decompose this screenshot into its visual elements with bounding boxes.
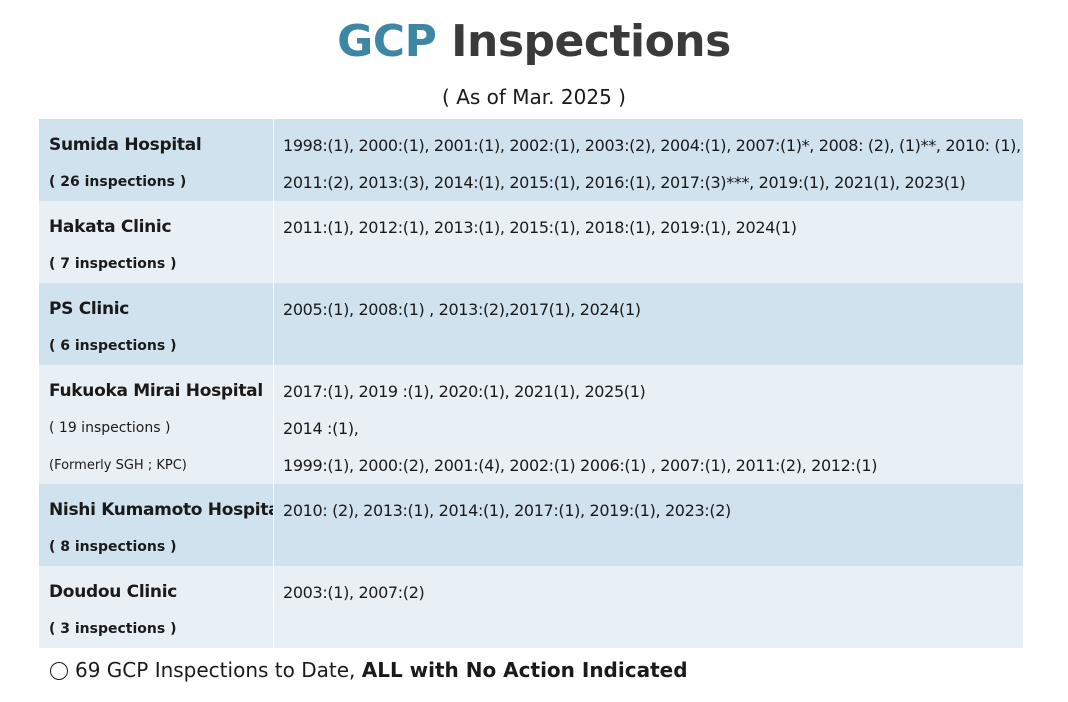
title-accent: GCP: [337, 16, 437, 67]
site-cell: Fukuoka Mirai Hospital ( 19 inspections …: [39, 365, 274, 484]
years-cell: 2011:(1), 2012:(1), 2013:(1), 2015:(1), …: [274, 201, 1023, 283]
years-line: 2011:(1), 2012:(1), 2013:(1), 2015:(1), …: [283, 218, 797, 237]
years-line: 2017:(1), 2019 :(1), 2020:(1), 2021(1), …: [283, 382, 646, 401]
years-cell: 2003:(1), 2007:(2): [274, 566, 1023, 648]
years-cell: 2017:(1), 2019 :(1), 2020:(1), 2021(1), …: [274, 365, 1023, 484]
years-cell: 1998:(1), 2000:(1), 2001:(1), 2002:(1), …: [274, 119, 1023, 201]
table-row: Sumida Hospital ( 26 inspections ) 1998:…: [39, 119, 1023, 201]
site-count: ( 3 inspections ): [49, 621, 177, 637]
site-name: Nishi Kumamoto Hospital: [49, 500, 273, 520]
years-line: 2005:(1), 2008:(1) , 2013:(2),2017(1), 2…: [283, 300, 641, 319]
site-name: Doudou Clinic: [49, 582, 177, 602]
years-line: 2003:(1), 2007:(2): [283, 583, 425, 602]
years-cell: 2005:(1), 2008:(1) , 2013:(2),2017(1), 2…: [274, 283, 1023, 365]
years-line: 1998:(1), 2000:(1), 2001:(1), 2002:(1), …: [283, 136, 1021, 155]
site-cell: Nishi Kumamoto Hospital ( 8 inspections …: [39, 484, 274, 566]
page-title: GCP Inspections: [0, 14, 1068, 70]
summary-footer: 69 GCP Inspections to Date, ALL with No …: [50, 656, 688, 684]
title-rest: Inspections: [436, 16, 731, 67]
site-cell: Hakata Clinic ( 7 inspections ): [39, 201, 274, 283]
site-note: (Formerly SGH ; KPC): [49, 458, 187, 473]
years-cell: 2010: (2), 2013:(1), 2014:(1), 2017:(1),…: [274, 484, 1023, 566]
summary-emphasis: ALL with No Action Indicated: [361, 658, 688, 682]
site-count: ( 6 inspections ): [49, 338, 177, 354]
years-line: 2011:(2), 2013:(3), 2014:(1), 2015:(1), …: [283, 173, 966, 192]
site-count: ( 26 inspections ): [49, 174, 187, 190]
site-count: ( 19 inspections ): [49, 420, 171, 436]
page-subtitle: ( As of Mar. 2025 ): [442, 85, 626, 109]
years-line: 1999:(1), 2000:(2), 2001:(4), 2002:(1) 2…: [283, 456, 878, 475]
table-row: Doudou Clinic ( 3 inspections ) 2003:(1)…: [39, 566, 1023, 648]
table-row: Fukuoka Mirai Hospital ( 19 inspections …: [39, 365, 1023, 484]
site-cell: Doudou Clinic ( 3 inspections ): [39, 566, 274, 648]
site-name: Fukuoka Mirai Hospital: [49, 381, 263, 401]
summary-text: 69 GCP Inspections to Date,: [75, 658, 362, 682]
site-cell: Sumida Hospital ( 26 inspections ): [39, 119, 274, 201]
years-line: 2014 :(1),: [283, 419, 359, 438]
years-line: 2010: (2), 2013:(1), 2014:(1), 2017:(1),…: [283, 501, 731, 520]
site-name: Hakata Clinic: [49, 217, 172, 237]
circle-icon: [50, 662, 68, 680]
table-row: PS Clinic ( 6 inspections ) 2005:(1), 20…: [39, 283, 1023, 365]
table-row: Hakata Clinic ( 7 inspections ) 2011:(1)…: [39, 201, 1023, 283]
table-row: Nishi Kumamoto Hospital ( 8 inspections …: [39, 484, 1023, 566]
site-cell: PS Clinic ( 6 inspections ): [39, 283, 274, 365]
site-name: PS Clinic: [49, 299, 130, 319]
inspections-table: Sumida Hospital ( 26 inspections ) 1998:…: [39, 119, 1023, 648]
site-name: Sumida Hospital: [49, 135, 202, 155]
site-count: ( 7 inspections ): [49, 256, 177, 272]
site-count: ( 8 inspections ): [49, 539, 177, 555]
